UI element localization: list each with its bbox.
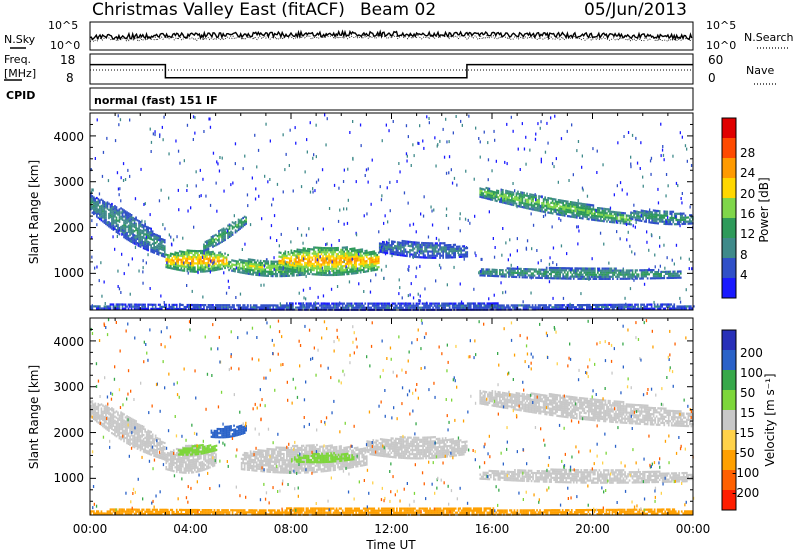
velocity-ytick-3000: 3000	[53, 380, 84, 394]
velocity-ytick-4000: 4000	[53, 335, 84, 349]
vel-cbar-tick-100: 100	[740, 366, 763, 380]
power-colorbar-label: Power [dB]	[757, 177, 771, 242]
power-cbar-tick-12: 12	[740, 227, 755, 241]
power-ytick-4000: 4000	[53, 130, 84, 144]
velocity-ytick-2000: 2000	[53, 426, 84, 440]
velocity-yaxis-ticks	[89, 317, 694, 515]
velocity-ylabel: Slant Range [km]	[27, 365, 41, 469]
velocity-colorbar-label: Velocity [m s⁻¹]	[763, 373, 777, 466]
power-ytick-2000: 2000	[53, 221, 84, 235]
station-title: Christmas Valley East (fitACF)	[92, 0, 345, 20]
nave-label: Nave	[746, 64, 774, 77]
power-data-cells	[90, 113, 695, 311]
power-cbar-tick-8: 8	[740, 248, 748, 262]
xtick-0800: 08:00	[274, 522, 309, 536]
power-cbar-tick-24: 24	[740, 166, 755, 180]
noise-left-tick-top: 10^5	[48, 19, 78, 32]
vel-cbar-tick-50: 50	[740, 386, 755, 400]
power-colorbar	[722, 118, 736, 299]
noise-search-trace	[89, 34, 693, 43]
vel-cbar-tick-200: 200	[740, 346, 763, 360]
xtick-1600: 16:00	[475, 522, 510, 536]
cpid-mode-text: normal (fast) 151 IF	[94, 94, 218, 107]
xtick-1200: 12:00	[374, 522, 409, 536]
power-ytick-3000: 3000	[53, 175, 84, 189]
xtick-0400: 04:00	[173, 522, 208, 536]
velocity-colorbar	[722, 330, 736, 511]
noise-right-tick-top: 10^5	[706, 19, 736, 32]
cpid-label: CPID	[6, 89, 35, 102]
xaxis-label: Time UT	[365, 538, 416, 552]
n-sky-label: N.Sky	[4, 33, 36, 46]
xtick-2000: 20:00	[575, 522, 610, 536]
freq-tick-top: 18	[60, 53, 75, 67]
freq-label: Freq.	[4, 53, 31, 66]
power-yaxis-ticks	[89, 112, 694, 310]
noise-left-tick-bottom: 10^0	[50, 39, 80, 52]
beam-label: Beam 02	[360, 0, 436, 20]
power-cbar-tick-16: 16	[740, 207, 755, 221]
power-cbar-tick-4: 4	[740, 268, 748, 282]
vel-cbar-tick-15: 15	[740, 406, 755, 420]
nave-tick-bottom: 0	[708, 71, 716, 85]
xtick-0000: 00:00	[73, 522, 108, 536]
vel-cbar-tick-m100: -100	[732, 466, 759, 480]
cpid-panel: CPID normal (fast) 151 IF	[6, 87, 694, 111]
vel-cbar-tick-m50: -50	[735, 446, 755, 460]
velocity-data-cells	[90, 318, 695, 516]
velocity-panel: Slant Range [km] 1000 2000 3000 4000 200…	[27, 317, 777, 516]
noise-panel: N.Sky 10^5 10^0 10^5 10^0 N.Search	[4, 19, 794, 52]
xtick-0000-end: 00:00	[676, 522, 711, 536]
date-label: 05/Jun/2013	[584, 0, 687, 20]
noise-right-tick-bottom: 10^0	[706, 39, 736, 52]
freq-unit-label: [MHz]	[4, 67, 36, 80]
nave-tick-top: 60	[708, 53, 723, 67]
noise-sky-trace	[89, 29, 693, 42]
vel-cbar-tick-m15: -15	[735, 426, 755, 440]
power-panel: Slant Range [km] 1000 2000 3000 4000 4 8…	[27, 112, 771, 311]
frequency-trace	[90, 63, 693, 79]
velocity-ytick-1000: 1000	[53, 471, 84, 485]
vel-cbar-tick-m200: -200	[732, 486, 759, 500]
power-cbar-tick-20: 20	[740, 187, 755, 201]
n-search-label: N.Search	[744, 31, 794, 44]
power-cbar-tick-28: 28	[740, 146, 755, 160]
frequency-panel: Freq. [MHz] 18 8 60 0 Nave	[4, 53, 778, 85]
power-ytick-1000: 1000	[53, 266, 84, 280]
time-axis: 00:00 04:00 08:00 12:00 16:00 20:00 00:0…	[73, 522, 711, 552]
power-ylabel: Slant Range [km]	[27, 160, 41, 264]
freq-tick-bottom: 8	[66, 71, 74, 85]
